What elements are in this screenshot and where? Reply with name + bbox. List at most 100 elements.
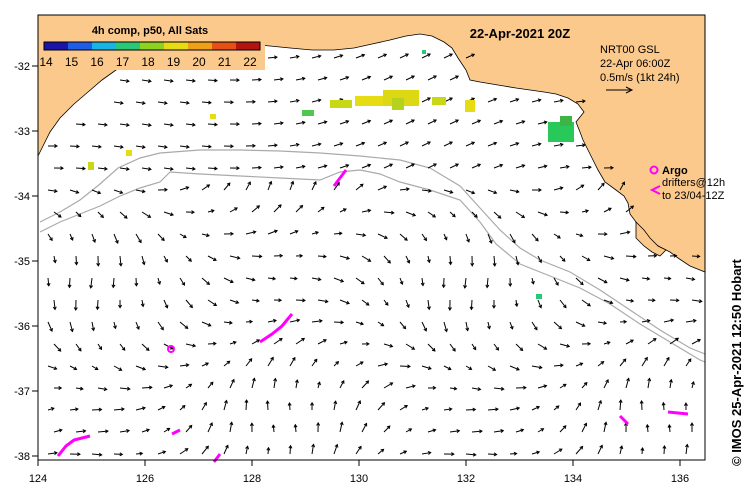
current-arrow-head [77,452,81,457]
current-arrow-head [384,302,389,306]
current-arrow-head [169,345,174,350]
current-arrow [179,405,186,411]
current-arrow [53,255,56,263]
current-arrow [597,321,607,324]
current-arrow [339,164,349,169]
current-arrow-head [92,239,96,243]
lon-tick-label: 136 [671,473,689,485]
current-arrow-head [317,142,322,147]
current-arrow [361,299,370,306]
current-arrow-head [58,386,63,390]
current-arrow [575,277,584,285]
current-arrow-head [645,423,650,428]
current-arrow-head [278,298,283,303]
colorbar-swatch [164,42,189,50]
current-arrow [531,406,540,411]
current-arrow-head [603,232,608,237]
current-arrow [443,53,453,59]
current-arrow [537,211,548,216]
colorbar-tick: 19 [167,55,181,69]
current-arrow-head [621,181,626,186]
current-arrow [421,97,431,103]
current-arrow [471,343,477,350]
current-arrow [421,233,427,241]
current-arrow-head [359,361,364,365]
current-arrow [179,186,189,191]
argo-marker-icon [649,165,659,175]
current-arrow-head [343,340,348,345]
current-arrow-head [323,76,328,81]
current-arrow [537,343,547,350]
current-arrow-head [265,400,270,405]
current-arrow [179,448,189,455]
current-arrow-head [258,77,262,82]
current-arrow [311,231,319,235]
current-arrow [69,145,80,148]
current-arrow [377,233,388,239]
current-arrow-head [345,119,350,124]
current-arrow [399,277,403,285]
current-arrow-head [141,189,146,194]
current-arrow-head [487,325,491,330]
current-arrow-head [581,323,586,327]
current-arrow-head [619,445,624,450]
current-arrow [141,123,151,126]
current-arrow [245,277,255,281]
current-arrow [157,406,166,411]
current-arrow [471,387,481,390]
current-arrow-head [433,119,437,123]
current-arrow-head [277,204,282,208]
current-arrow-head [210,209,215,213]
current-arrow [443,365,452,370]
current-arrow-head [562,425,567,429]
current-arrow-head [118,367,123,371]
current-arrow [575,446,583,455]
current-arrow-head [426,306,431,311]
current-arrow [119,343,126,351]
current-arrow-head [299,253,304,258]
current-arrow-head [79,386,84,391]
current-arrow [421,365,432,370]
current-arrow-head [164,187,168,192]
current-arrow [509,407,520,411]
current-arrow-head [163,101,168,105]
current-arrow-head [513,451,518,456]
current-arrow [487,189,497,194]
current-arrow [179,233,187,238]
current-arrow-head [582,99,586,104]
current-arrow [663,357,670,367]
current-arrow [119,387,130,390]
argo-legend: Argo drifters@12h to 23/04-12Z [649,165,725,202]
current-arrow [141,255,145,265]
current-arrow [603,207,612,213]
current-arrow-head [333,400,338,405]
current-arrow [619,400,622,411]
current-arrow-head [523,385,527,390]
current-arrow [399,365,411,368]
current-product: NRT00 GSL [600,44,660,56]
current-arrow-head [58,428,63,433]
current-arrow-head [477,163,482,168]
current-arrow [245,446,249,455]
current-arrow-head [495,346,500,351]
current-arrow [531,233,539,242]
current-arrow-head [472,346,477,351]
current-arrow [185,383,192,389]
current-arrow-head [266,446,271,451]
current-arrow-head [632,254,637,259]
current-arrow [487,365,496,371]
current-arrow [333,142,343,147]
current-arrow-head [412,212,417,217]
current-arrow-head [192,166,196,171]
current-arrow-head [543,164,548,169]
land-peninsula [635,221,667,257]
current-arrow [185,123,195,126]
current-arrow [581,255,590,261]
current-arrow-head [236,78,240,83]
current-arrow [333,54,343,59]
current-arrow-head [543,384,548,389]
current-arrow-head [516,406,521,411]
lon-tick-label: 134 [564,473,582,485]
current-arrow-head [670,318,675,323]
current-arrow [289,277,297,280]
